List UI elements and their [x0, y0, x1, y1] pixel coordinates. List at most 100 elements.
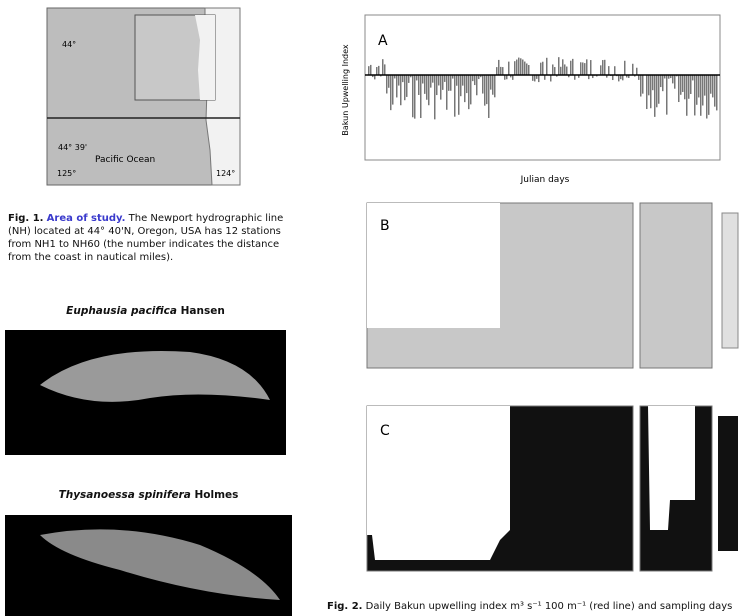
texture — [590, 60, 592, 75]
texture — [430, 75, 432, 88]
texture — [368, 66, 370, 75]
texture — [422, 75, 424, 84]
texture — [560, 66, 562, 75]
texture — [706, 75, 708, 119]
texture — [532, 75, 534, 81]
texture — [710, 75, 712, 94]
texture — [402, 75, 404, 83]
texture — [446, 75, 448, 110]
texture — [534, 75, 536, 82]
texture — [620, 75, 622, 80]
texture — [396, 75, 398, 98]
texture — [442, 75, 444, 90]
texture — [562, 59, 564, 75]
texture — [636, 67, 638, 75]
texture — [464, 75, 466, 103]
texture — [454, 75, 456, 117]
caption-text: Daily Bakun upwelling index m³ s⁻¹ 100 m… — [365, 601, 733, 612]
texture — [694, 75, 696, 116]
texture — [390, 75, 392, 111]
texture — [432, 75, 434, 83]
texture — [372, 75, 374, 78]
texture — [496, 67, 498, 75]
panel-b: B — [366, 202, 739, 369]
texture — [538, 75, 540, 83]
texture — [554, 67, 556, 75]
texture — [572, 58, 574, 75]
texture — [408, 75, 410, 83]
texture — [398, 75, 400, 86]
texture — [542, 61, 544, 75]
texture — [376, 67, 378, 75]
texture — [500, 66, 502, 75]
texture — [436, 75, 438, 96]
map-label: 125° — [57, 169, 76, 178]
texture — [714, 75, 716, 107]
texture — [602, 60, 604, 75]
texture — [514, 61, 516, 75]
texture — [670, 75, 672, 79]
texture — [614, 66, 616, 75]
texture — [578, 75, 580, 78]
map-label: 44° — [62, 40, 76, 49]
texture — [660, 75, 662, 88]
x-axis-label: Julian days — [520, 175, 570, 185]
panel-label: B — [380, 218, 390, 234]
texture — [626, 75, 628, 78]
texture — [374, 75, 376, 80]
texture — [592, 75, 594, 79]
texture — [488, 75, 490, 118]
texture — [508, 61, 510, 75]
texture — [404, 75, 406, 101]
texture — [708, 75, 710, 115]
texture — [438, 75, 440, 86]
texture — [502, 67, 504, 75]
texture — [674, 75, 676, 89]
texture — [600, 65, 602, 75]
texture — [504, 75, 506, 80]
panel-a: A Bakun Upwelling Index Julian days — [341, 14, 721, 185]
texture — [580, 62, 582, 75]
texture — [416, 75, 418, 81]
texture — [410, 75, 412, 78]
texture — [672, 75, 674, 84]
texture — [458, 75, 460, 115]
texture — [522, 59, 524, 75]
texture — [704, 75, 706, 96]
texture — [492, 75, 494, 95]
texture — [686, 75, 688, 116]
texture — [690, 75, 692, 94]
texture — [646, 75, 648, 110]
texture — [476, 75, 478, 96]
texture — [666, 75, 668, 115]
texture — [688, 75, 690, 99]
texture — [642, 75, 644, 94]
texture — [584, 63, 586, 75]
texture — [472, 75, 474, 82]
texture — [428, 75, 430, 106]
texture — [378, 65, 380, 75]
map-label: 124° — [216, 169, 235, 178]
texture — [582, 62, 584, 75]
texture — [468, 75, 470, 110]
texture — [510, 75, 512, 78]
texture — [546, 57, 548, 75]
texture — [654, 75, 656, 117]
texture — [634, 75, 636, 77]
caption-label: Fig. 1. — [8, 213, 44, 224]
texture — [682, 75, 684, 92]
texture — [512, 75, 514, 80]
texture — [452, 75, 454, 79]
texture — [552, 64, 554, 75]
map-label: Pacific Ocean — [95, 155, 155, 165]
texture — [668, 75, 670, 79]
texture — [678, 75, 680, 103]
texture — [486, 75, 488, 105]
texture — [604, 59, 606, 75]
texture — [466, 75, 468, 94]
texture — [440, 75, 442, 100]
texture — [444, 75, 446, 82]
texture — [716, 75, 718, 111]
texture — [536, 75, 538, 79]
panel-label: A — [378, 33, 388, 49]
